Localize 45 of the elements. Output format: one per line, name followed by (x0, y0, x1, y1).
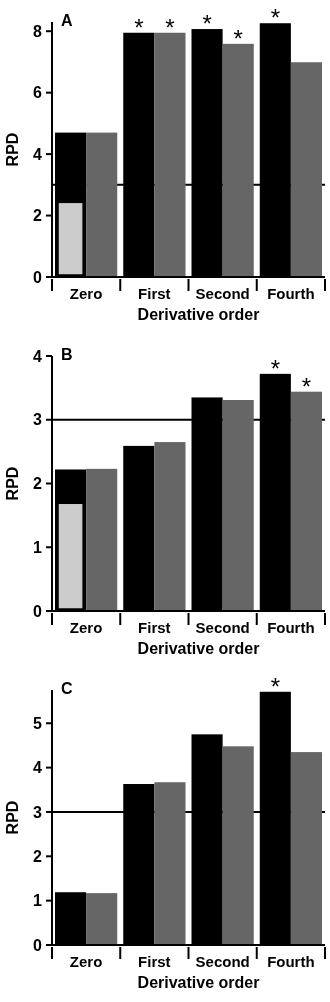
y-axis-title: RPD (4, 132, 21, 167)
y-tick-label: 3 (33, 803, 43, 821)
y-tick-label: 0 (33, 268, 43, 286)
x-tick-label: Fourth (267, 953, 315, 970)
data-label: * (202, 10, 212, 38)
x-tick-label: Fourth (267, 619, 315, 636)
y-tick-label: 4 (33, 759, 43, 777)
x-axis-title: Derivative order (137, 640, 260, 657)
x-tick-label: First (138, 285, 171, 302)
y-tick-label: 4 (33, 347, 43, 365)
x-tick-label: First (138, 619, 171, 636)
y-axis-title: RPD (4, 800, 21, 835)
y-axis-title: RPD (4, 466, 21, 501)
y-tick-label: 0 (33, 602, 43, 620)
x-tick-label: Second (195, 953, 250, 970)
x-tick-label: Second (195, 619, 250, 636)
y-tick-label: 0 (33, 936, 43, 954)
chart-title: C (61, 680, 73, 697)
y-tick-label: 1 (33, 538, 43, 556)
chart-title: B (61, 346, 73, 363)
x-tick-label: Zero (69, 285, 103, 302)
y-tick-label: 1 (33, 892, 43, 910)
data-label: * (165, 13, 175, 41)
chart-title: A (61, 12, 73, 29)
y-tick-label: 4 (33, 145, 43, 163)
y-tick-label: 3 (33, 411, 43, 429)
y-tick-label: 5 (33, 714, 43, 732)
data-label: * (301, 372, 312, 400)
x-tick-label: Fourth (267, 285, 315, 302)
data-label: * (270, 672, 280, 700)
data-label: * (270, 354, 280, 382)
y-tick-label: 2 (33, 475, 43, 493)
x-tick-label: Second (195, 285, 250, 302)
y-tick-label: 2 (33, 207, 43, 225)
data-label: * (270, 4, 280, 32)
y-tick-label: 6 (33, 84, 43, 102)
x-axis-title: Derivative order (137, 306, 260, 323)
data-label: * (134, 13, 144, 41)
x-axis-title: Derivative order (137, 974, 260, 991)
x-tick-label: First (138, 953, 171, 970)
y-tick-label: 8 (33, 22, 43, 40)
x-tick-label: Zero (69, 619, 103, 636)
y-tick-label: 2 (33, 847, 43, 865)
data-label: * (233, 24, 243, 52)
x-tick-label: Zero (69, 953, 103, 970)
